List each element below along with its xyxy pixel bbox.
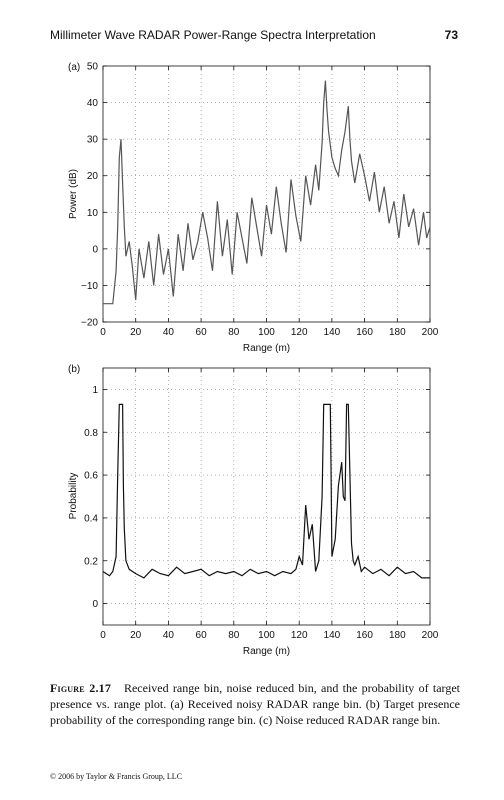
x-tick-label: 160 [356, 327, 373, 338]
y-axis-label-a: Power (dB) [68, 169, 79, 219]
x-tick-label: 140 [324, 630, 341, 641]
x-tick-label: 120 [291, 327, 308, 338]
x-tick-label: 40 [163, 327, 175, 338]
running-head: Millimeter Wave RADAR Power-Range Spectr… [50, 28, 458, 44]
caption-text: Received range bin, noise reduced bin, a… [50, 681, 460, 727]
x-tick-label: 180 [389, 630, 406, 641]
chart-panel-b: (b) 0 0.2 0.4 0.6 0.8 1 0 20 40 60 80 100 120 140 160… [68, 364, 439, 657]
y-ticks-a: −20 −10 0 10 20 30 40 50 [81, 62, 430, 329]
x-tick-label: 20 [130, 630, 142, 641]
x-tick-label: 80 [228, 630, 240, 641]
figure-caption: Figure 2.17 Received range bin, noise re… [50, 680, 460, 728]
y-tick-label: −20 [81, 318, 98, 329]
x-ticks-b: 0 20 40 60 80 100 120 140 160 180 200 [100, 368, 439, 641]
series-line-a [103, 80, 431, 305]
x-tick-label: 20 [130, 327, 142, 338]
y-axis-label-b: Probability [68, 473, 79, 520]
x-tick-label: 200 [422, 327, 439, 338]
x-tick-label: 60 [196, 630, 208, 641]
x-axis-label-a: Range (m) [243, 343, 290, 354]
running-title: Millimeter Wave RADAR Power-Range Spectr… [50, 28, 376, 42]
y-tick-label: 0 [92, 244, 98, 255]
x-tick-label: 200 [422, 630, 439, 641]
y-tick-label: 50 [87, 62, 99, 73]
series-line-b [102, 403, 430, 579]
y-ticks-b: 0 0.2 0.4 0.6 0.8 1 [84, 385, 430, 610]
y-tick-label: 30 [87, 135, 99, 146]
x-tick-label: 100 [258, 630, 275, 641]
chart-panel-a: (a) −20 −10 0 10 20 30 40 50 0 20 40 60 80 100 120 140… [68, 62, 439, 355]
y-tick-label: 0.2 [84, 556, 98, 567]
x-tick-label: 0 [100, 630, 106, 641]
y-tick-label: −10 [81, 281, 98, 292]
x-tick-label: 0 [100, 327, 106, 338]
x-tick-label: 180 [389, 327, 406, 338]
copyright-footer: © 2006 by Taylor & Francis Group, LLC [50, 772, 183, 781]
x-tick-label: 80 [228, 327, 240, 338]
y-tick-label: 40 [87, 98, 99, 109]
y-tick-label: 20 [87, 171, 99, 182]
y-tick-label: 0.4 [84, 513, 98, 524]
figure-label: Figure 2.17 [50, 681, 112, 695]
x-tick-label: 120 [291, 630, 308, 641]
x-tick-label: 60 [196, 327, 208, 338]
grid-a [103, 66, 430, 322]
x-tick-label: 40 [163, 630, 175, 641]
x-axis-label-b: Range (m) [243, 646, 290, 657]
y-tick-label: 0.8 [84, 428, 98, 439]
x-ticks-a: 0 20 40 60 80 100 120 140 160 180 200 [100, 66, 439, 338]
grid-b [103, 368, 430, 625]
x-tick-label: 140 [324, 327, 341, 338]
y-tick-label: 10 [87, 208, 99, 219]
panel-label-a: (a) [68, 62, 80, 73]
x-tick-label: 100 [258, 327, 275, 338]
y-tick-label: 0 [92, 599, 98, 610]
x-tick-label: 160 [356, 630, 373, 641]
y-tick-label: 1 [92, 385, 98, 396]
page-number: 73 [444, 28, 458, 42]
y-tick-label: 0.6 [84, 471, 98, 482]
panel-label-b: (b) [68, 364, 80, 375]
